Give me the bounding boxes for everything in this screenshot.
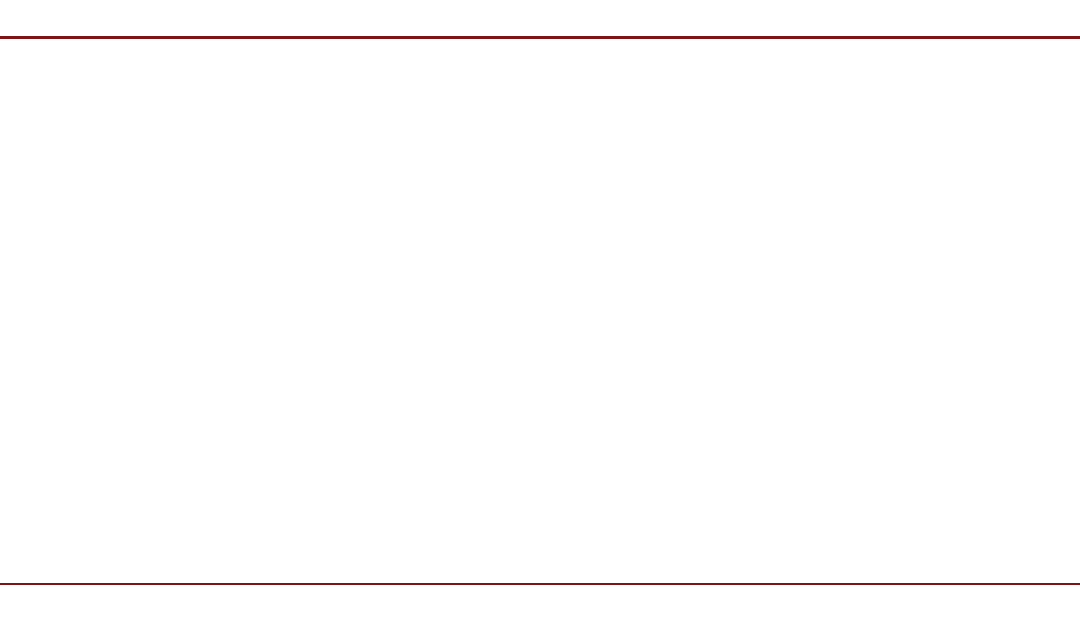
footer-divider [0,583,1080,585]
title-divider [0,36,1080,39]
